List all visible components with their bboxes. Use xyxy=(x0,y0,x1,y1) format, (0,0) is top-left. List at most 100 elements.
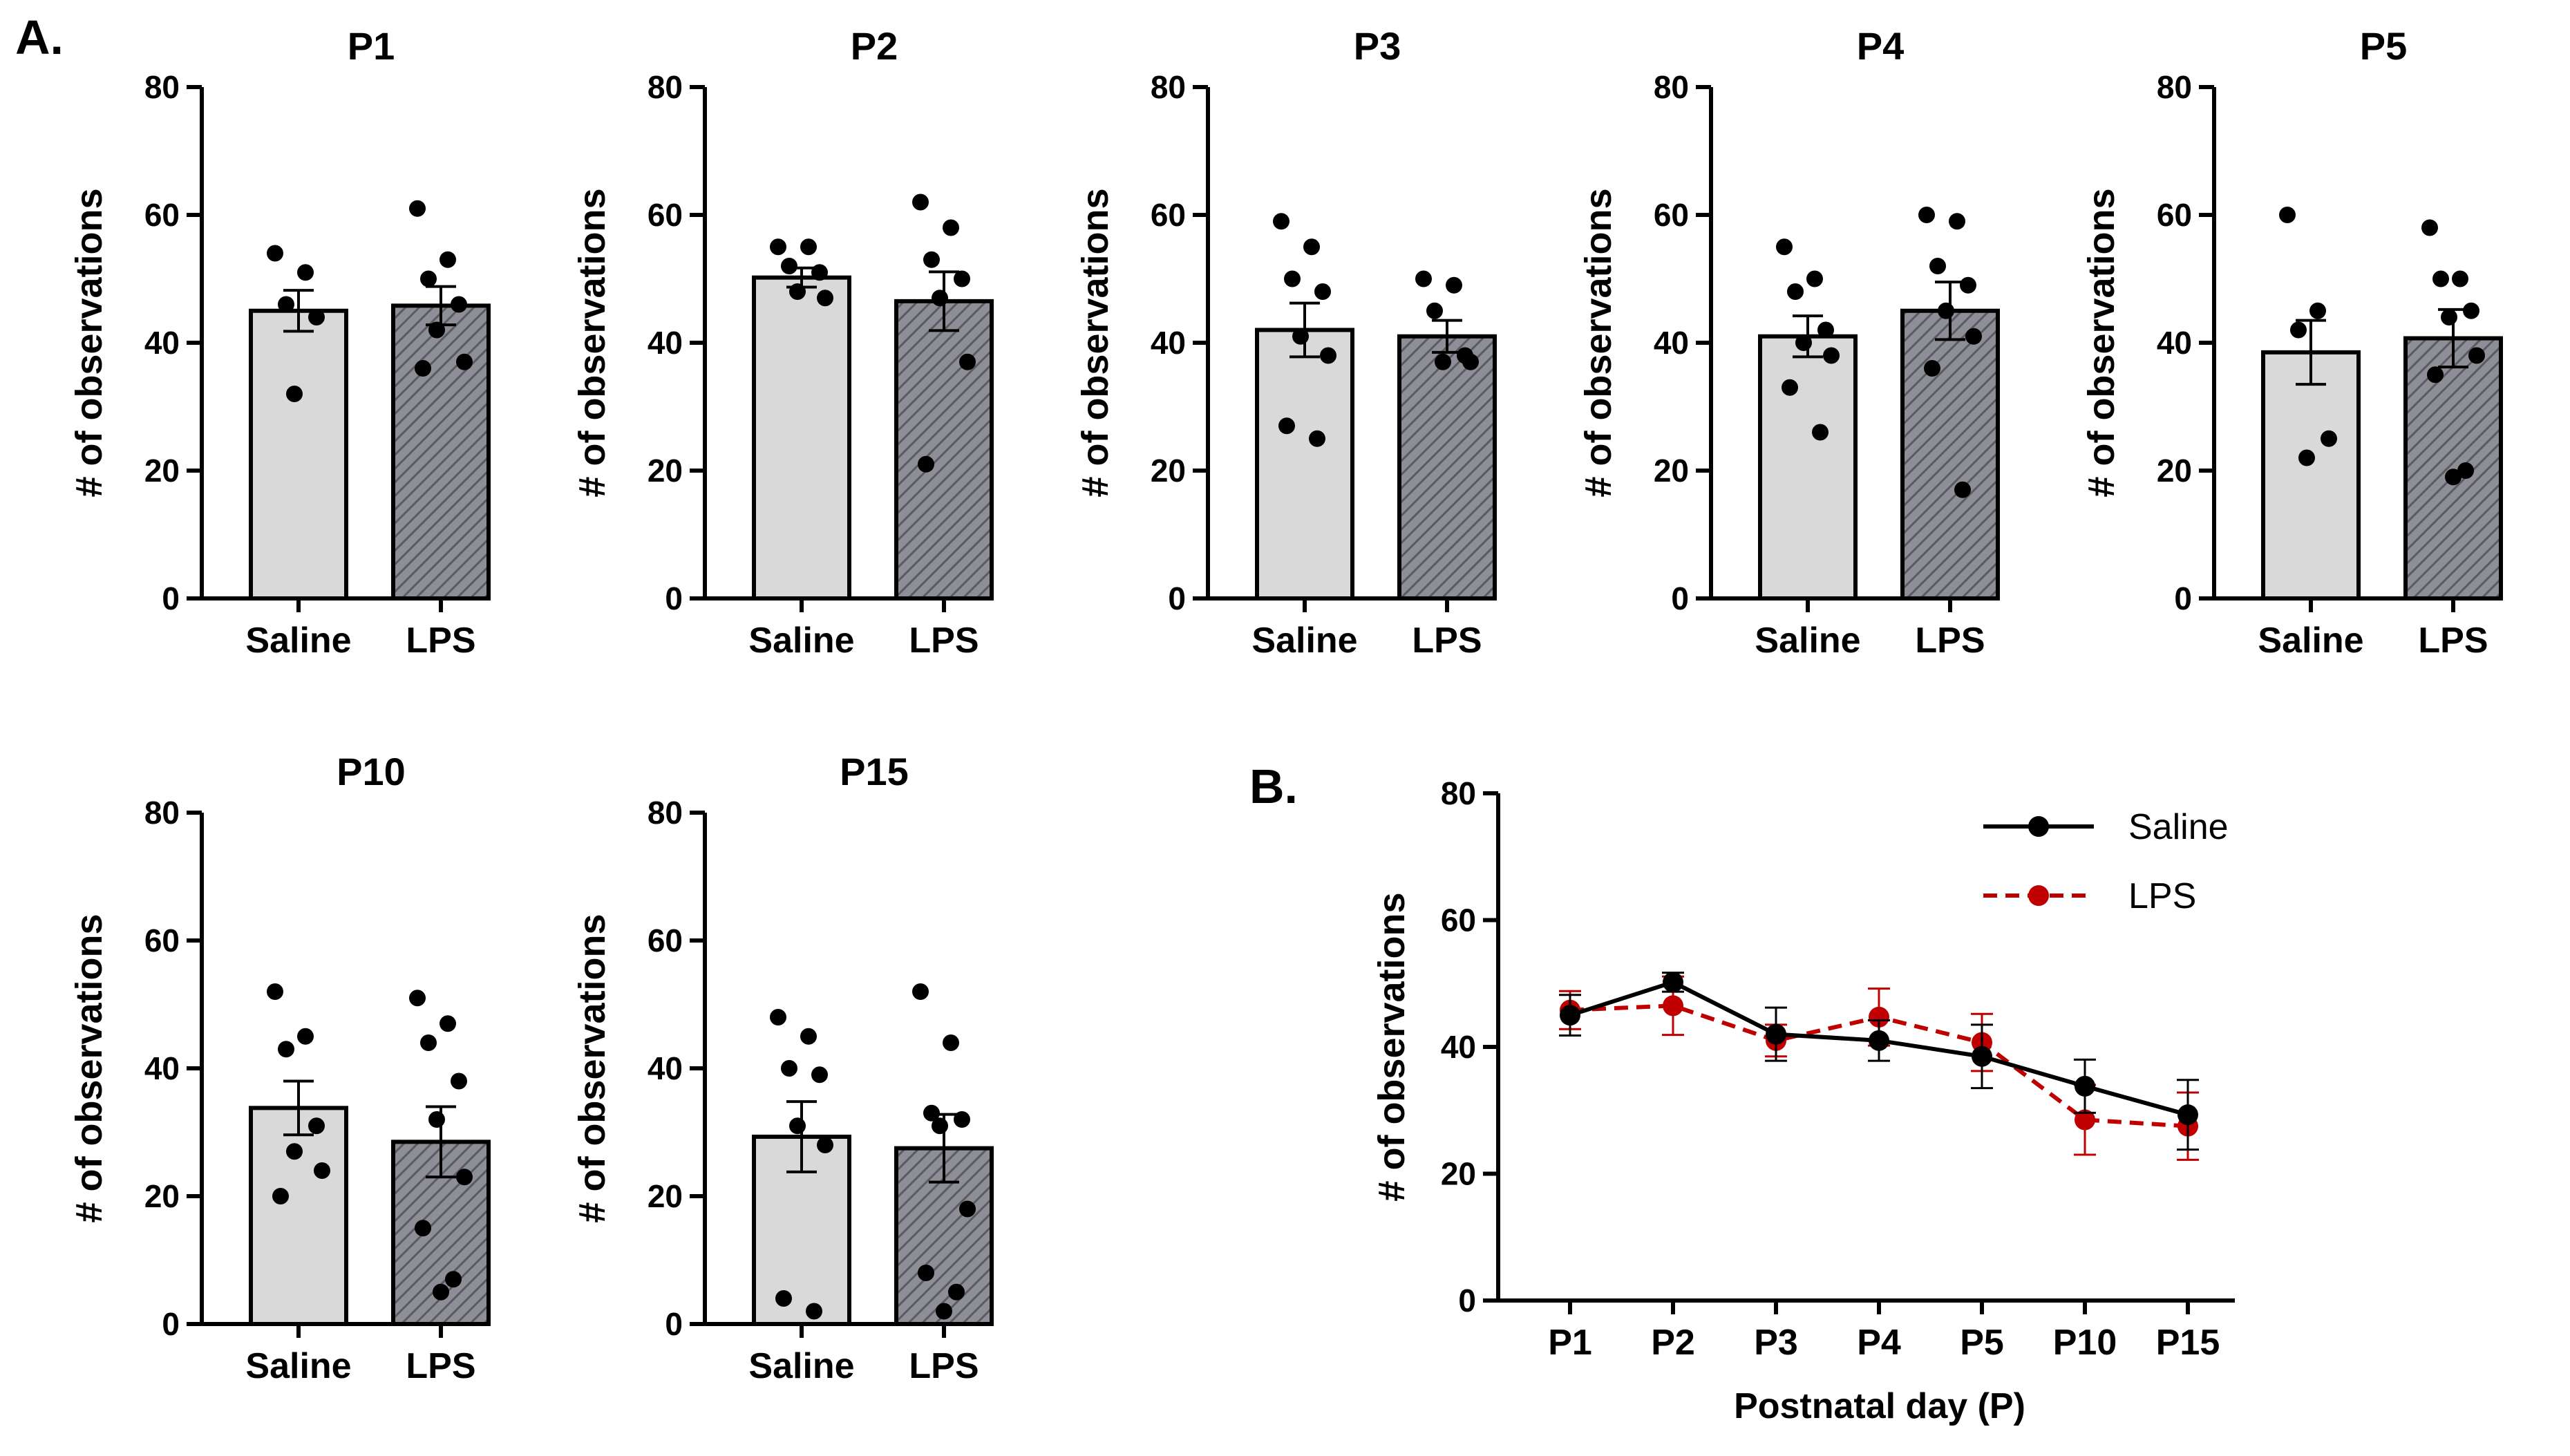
y-tick-label: 0 xyxy=(665,1306,683,1342)
data-point xyxy=(811,264,828,281)
y-tick-label: 40 xyxy=(648,325,683,361)
bar-saline xyxy=(1758,334,1858,601)
y-tick-label: 20 xyxy=(1441,1156,1476,1192)
category-label: LPS xyxy=(1915,621,1985,661)
data-point xyxy=(1960,276,1976,294)
data-point xyxy=(1560,1005,1580,1026)
y-tick-label: 20 xyxy=(1654,453,1689,489)
data-point xyxy=(1309,430,1325,447)
y-tick-label: 20 xyxy=(144,453,180,489)
data-point xyxy=(2290,321,2307,339)
data-point xyxy=(2427,366,2444,384)
data-point xyxy=(1949,213,1965,230)
data-point xyxy=(1320,347,1336,364)
category-label: LPS xyxy=(406,1346,475,1386)
y-axis-label: # of observations xyxy=(1371,892,1412,1201)
y-tick-label: 40 xyxy=(1654,325,1689,361)
data-point xyxy=(2298,449,2315,466)
data-point xyxy=(923,1104,940,1122)
x-tick-label: P15 xyxy=(2156,1323,2220,1363)
data-point xyxy=(912,983,929,1000)
y-tick-label: 60 xyxy=(144,197,180,233)
data-point xyxy=(912,193,929,211)
category-label: LPS xyxy=(909,1346,979,1386)
data-point xyxy=(278,1041,294,1058)
data-point xyxy=(1292,328,1309,345)
data-point xyxy=(1303,238,1320,256)
data-point xyxy=(1965,328,1982,345)
y-tick-label: 80 xyxy=(2157,69,2192,105)
bar-saline xyxy=(2261,350,2361,601)
y-axis-label: # of observations xyxy=(571,188,613,497)
legend-label: LPS xyxy=(2128,876,2196,916)
y-tick-label: 60 xyxy=(648,197,683,233)
data-point xyxy=(420,1034,437,1051)
y-axis-label: # of observations xyxy=(2081,188,2122,497)
data-point xyxy=(456,353,473,370)
bar-panel-p10: P10 # of observations Saline LPS 0 20 40 60 80 xyxy=(68,750,491,1386)
data-point xyxy=(428,321,445,339)
data-point xyxy=(2441,309,2457,325)
y-tick-label: 40 xyxy=(144,325,180,361)
data-point xyxy=(789,1117,806,1135)
panel-title: P1 xyxy=(348,24,395,68)
bar-panel-p5: P5 # of observations Saline LPS 0 20 40 60 80 xyxy=(2081,24,2503,661)
y-tick-label: 40 xyxy=(1441,1029,1476,1065)
data-point xyxy=(800,1028,817,1045)
category-label: Saline xyxy=(245,621,351,661)
data-point xyxy=(1273,213,1289,230)
panel-label-b: B. xyxy=(1249,759,1298,813)
data-point xyxy=(308,309,325,325)
x-tick-label: P5 xyxy=(1960,1323,2004,1363)
data-point xyxy=(959,1200,976,1218)
y-tick-label: 80 xyxy=(1441,775,1476,811)
x-tick-label: P3 xyxy=(1754,1323,1798,1363)
data-point xyxy=(297,1028,314,1045)
data-point xyxy=(817,1137,833,1153)
y-tick-label: 40 xyxy=(2157,325,2192,361)
data-point xyxy=(415,360,431,377)
y-axis-label: # of observations xyxy=(571,914,613,1222)
bar-panel-p3: P3 # of observations Saline LPS 0 20 40 60 80 xyxy=(1075,24,1497,661)
data-point xyxy=(1954,481,1971,498)
data-point xyxy=(943,1034,959,1051)
data-point xyxy=(440,1015,456,1032)
legend-marker xyxy=(2028,885,2049,906)
series-saline xyxy=(1559,972,2199,1151)
data-point xyxy=(811,1066,828,1084)
bar-panel-p2: P2 # of observations Saline LPS 0 20 40 60 80 xyxy=(571,24,994,661)
data-point xyxy=(420,270,437,287)
data-point xyxy=(1314,283,1331,300)
y-tick-label: 80 xyxy=(648,69,683,105)
x-tick-label: P10 xyxy=(2053,1323,2117,1363)
data-point xyxy=(1284,270,1301,287)
data-point xyxy=(297,264,314,281)
data-point xyxy=(781,1060,797,1077)
data-point xyxy=(286,1143,303,1160)
panel-title: P5 xyxy=(2360,24,2408,68)
data-point xyxy=(1795,334,1812,351)
bar-saline xyxy=(249,308,348,601)
data-point xyxy=(1938,302,1954,319)
y-tick-label: 20 xyxy=(648,453,683,489)
data-point xyxy=(2321,430,2337,447)
data-point xyxy=(433,1283,449,1301)
y-tick-label: 60 xyxy=(2157,197,2192,233)
data-point xyxy=(1869,1030,1889,1051)
bar-panel-p15: P15 # of observations Saline LPS 0 20 40 60 80 xyxy=(571,750,994,1386)
x-axis-label: Postnatal day (P) xyxy=(1734,1386,2025,1426)
data-point xyxy=(2177,1104,2198,1126)
data-point xyxy=(918,455,934,473)
data-point xyxy=(817,290,833,307)
category-label: Saline xyxy=(245,1346,351,1386)
data-point xyxy=(1462,353,1479,370)
data-point xyxy=(789,283,806,300)
data-point xyxy=(2432,270,2449,287)
y-tick-label: 20 xyxy=(2157,453,2192,489)
y-tick-label: 0 xyxy=(1671,580,1689,616)
y-tick-label: 80 xyxy=(144,69,180,105)
y-tick-label: 80 xyxy=(1151,69,1186,105)
data-point xyxy=(936,1303,952,1320)
data-point xyxy=(1869,1006,1889,1028)
